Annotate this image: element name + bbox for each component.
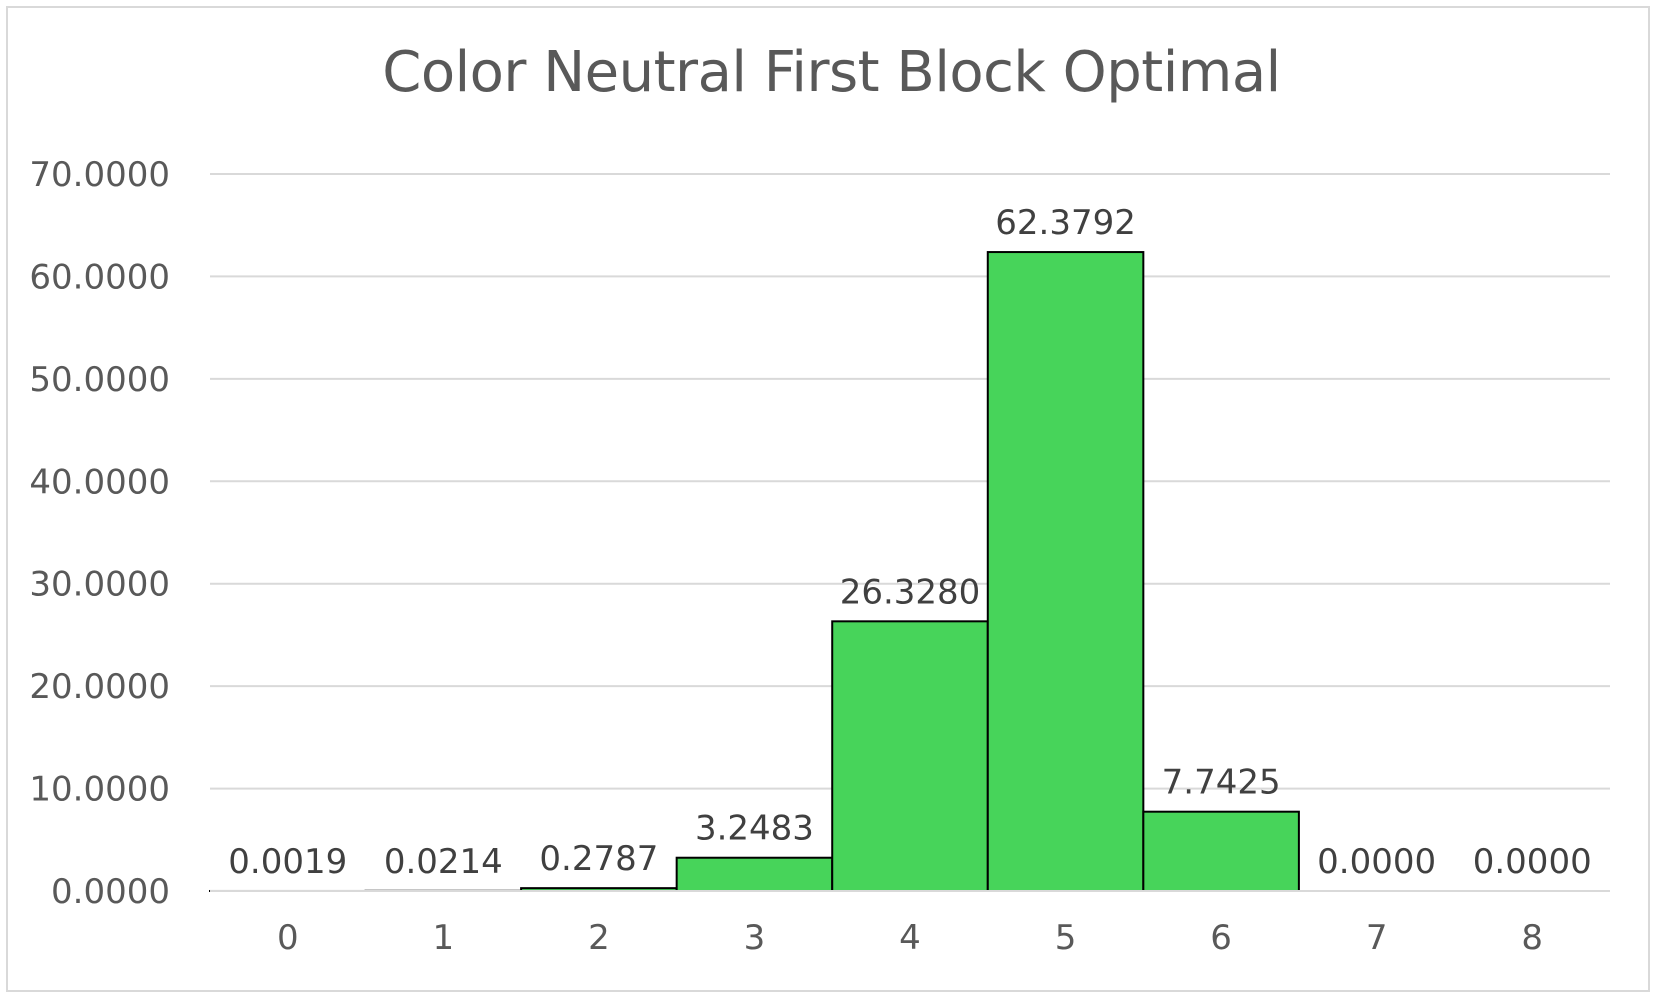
- data-label: 3.2483: [695, 809, 814, 849]
- gridlines: [210, 173, 1610, 790]
- chart-title: Color Neutral First Block Optimal: [382, 40, 1281, 105]
- x-tick-label: 6: [1210, 918, 1232, 958]
- y-tick-label: 40.0000: [29, 462, 170, 502]
- bar-3: [675, 856, 834, 893]
- y-tick-label: 30.0000: [29, 565, 170, 605]
- x-tick-label: 8: [1521, 918, 1543, 958]
- x-tick-label: 5: [1055, 918, 1077, 958]
- y-axis-tick-labels: 0.0000 10.0000 20.0000 30.0000 40.0000 50.000…: [29, 155, 170, 912]
- data-label: 0.2787: [539, 839, 658, 879]
- y-tick-label: 10.0000: [29, 770, 170, 810]
- data-label: 7.7425: [1162, 763, 1281, 803]
- data-label: 26.3280: [840, 572, 981, 612]
- x-tick-label: 0: [277, 918, 299, 958]
- y-tick-label: 60.0000: [29, 257, 170, 297]
- bar-4: [831, 620, 989, 892]
- bars: [209, 251, 1300, 893]
- chart-frame: [6, 6, 1650, 992]
- bar-6: [1142, 810, 1300, 893]
- data-labels: 0.0019 0.0214 0.2787 3.2483 26.3280 62.3792 7.…: [228, 203, 1591, 882]
- data-label: 62.3792: [995, 203, 1136, 243]
- y-tick-label: 50.0000: [29, 360, 170, 400]
- x-tick-label: 7: [1366, 918, 1388, 958]
- data-label: 0.0019: [228, 842, 347, 882]
- x-tick-label: 1: [433, 918, 455, 958]
- y-tick-label: 70.0000: [29, 155, 170, 195]
- x-tick-label: 3: [744, 918, 766, 958]
- data-label: 0.0000: [1317, 842, 1436, 882]
- y-tick-label: 0.0000: [51, 872, 170, 912]
- bar-5: [986, 251, 1145, 892]
- data-label: 0.0214: [384, 842, 503, 882]
- x-tick-label: 4: [899, 918, 921, 958]
- y-tick-label: 20.0000: [29, 667, 170, 707]
- x-axis: 0 1 2 3 4 5 6 7 8: [210, 890, 1610, 958]
- data-label: 0.0000: [1473, 842, 1592, 882]
- x-tick-label: 2: [588, 918, 610, 958]
